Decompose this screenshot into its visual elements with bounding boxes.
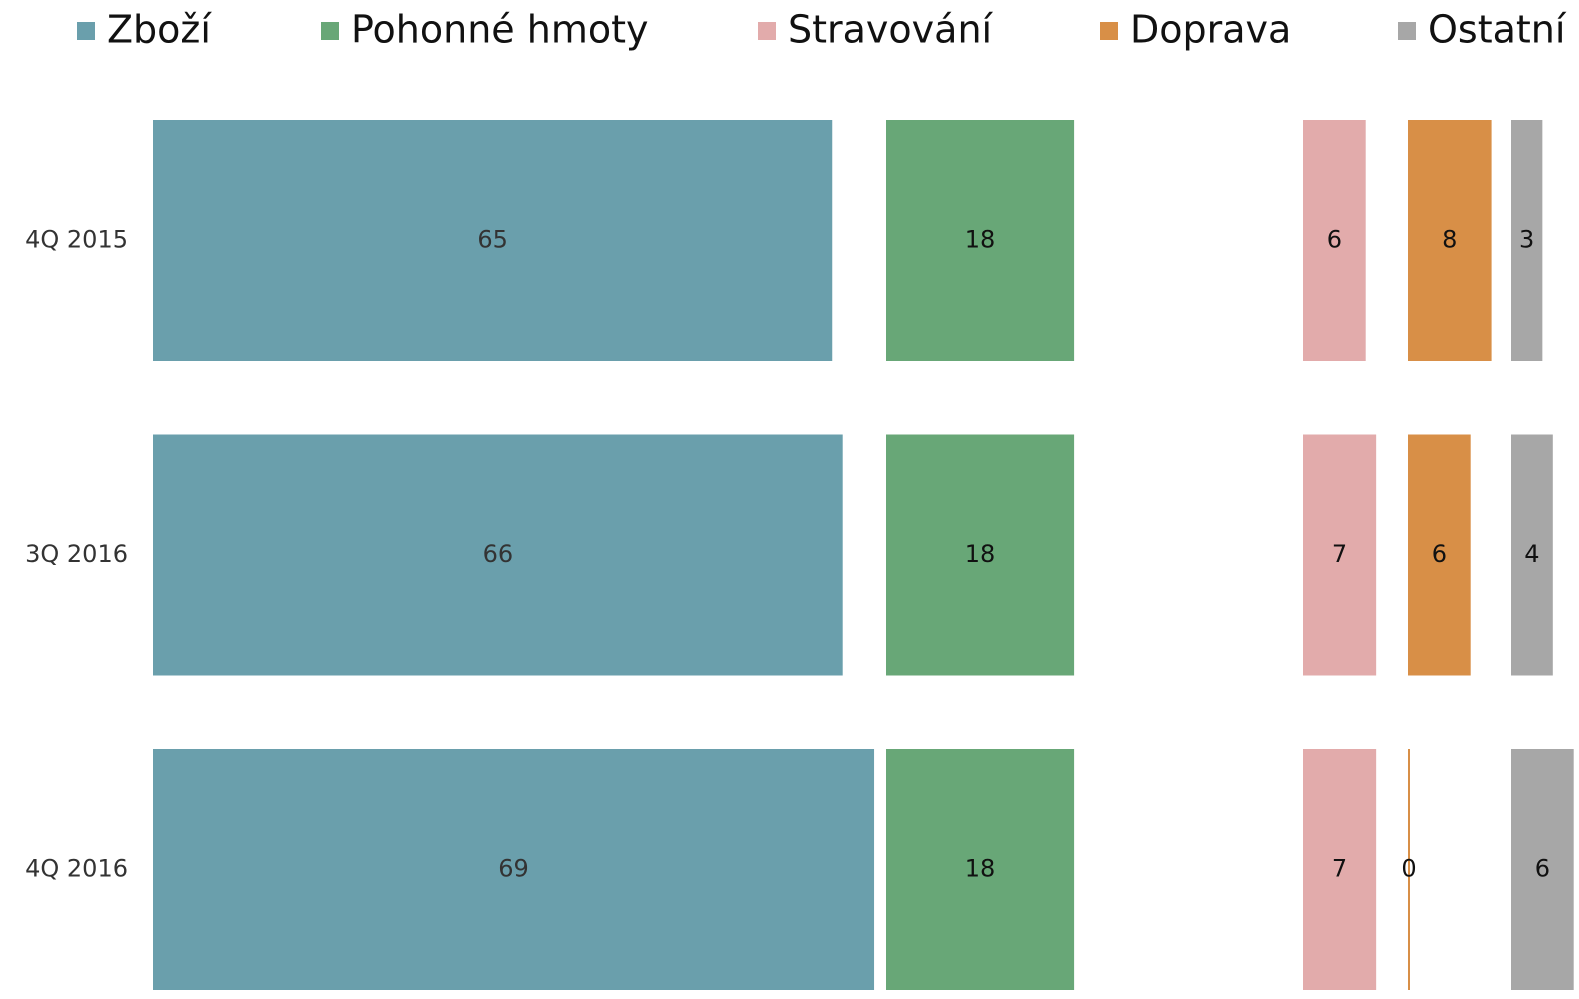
data-label: 6 [1327, 226, 1342, 254]
bar [886, 434, 1075, 676]
bar [153, 434, 843, 676]
data-label: 18 [965, 226, 996, 254]
legend-label: Pohonné hmoty [351, 8, 649, 52]
data-label: 0 [1401, 855, 1416, 883]
data-label: 6 [1535, 855, 1550, 883]
bar [886, 120, 1075, 361]
bar [1408, 434, 1471, 676]
data-label: 7 [1332, 855, 1347, 883]
bar [153, 749, 875, 990]
legend-swatch [77, 22, 95, 40]
data-label: 8 [1442, 226, 1457, 254]
data-label: 18 [965, 855, 996, 883]
bar [1303, 749, 1377, 990]
bar [1303, 434, 1377, 676]
legend-swatch [321, 22, 339, 40]
legend-swatch [1398, 22, 1416, 40]
legend-label: Doprava [1130, 8, 1291, 52]
data-label: 4 [1524, 540, 1539, 568]
data-label: 3 [1519, 226, 1534, 254]
y-tick-label: 4Q 2015 [25, 226, 128, 254]
legend-label: Zboží [107, 8, 212, 52]
legend-label: Stravování [788, 8, 994, 52]
legend-swatch [1100, 22, 1118, 40]
legend-label: Ostatní [1428, 8, 1567, 52]
bar [1511, 749, 1574, 990]
bar [1511, 120, 1543, 361]
legend-swatch [758, 22, 776, 40]
data-label: 7 [1332, 540, 1347, 568]
data-label: 65 [477, 226, 508, 254]
bar [1511, 434, 1553, 676]
bar [1303, 120, 1366, 361]
bar [886, 749, 1075, 990]
y-tick-label: 4Q 2016 [25, 855, 128, 883]
data-label: 69 [498, 855, 529, 883]
data-label: 66 [483, 540, 514, 568]
y-tick-label: 3Q 2016 [25, 540, 128, 568]
bar [153, 120, 833, 361]
data-label: 6 [1432, 540, 1447, 568]
bar [1408, 120, 1492, 361]
bar [1408, 749, 1410, 990]
data-label: 18 [965, 540, 996, 568]
